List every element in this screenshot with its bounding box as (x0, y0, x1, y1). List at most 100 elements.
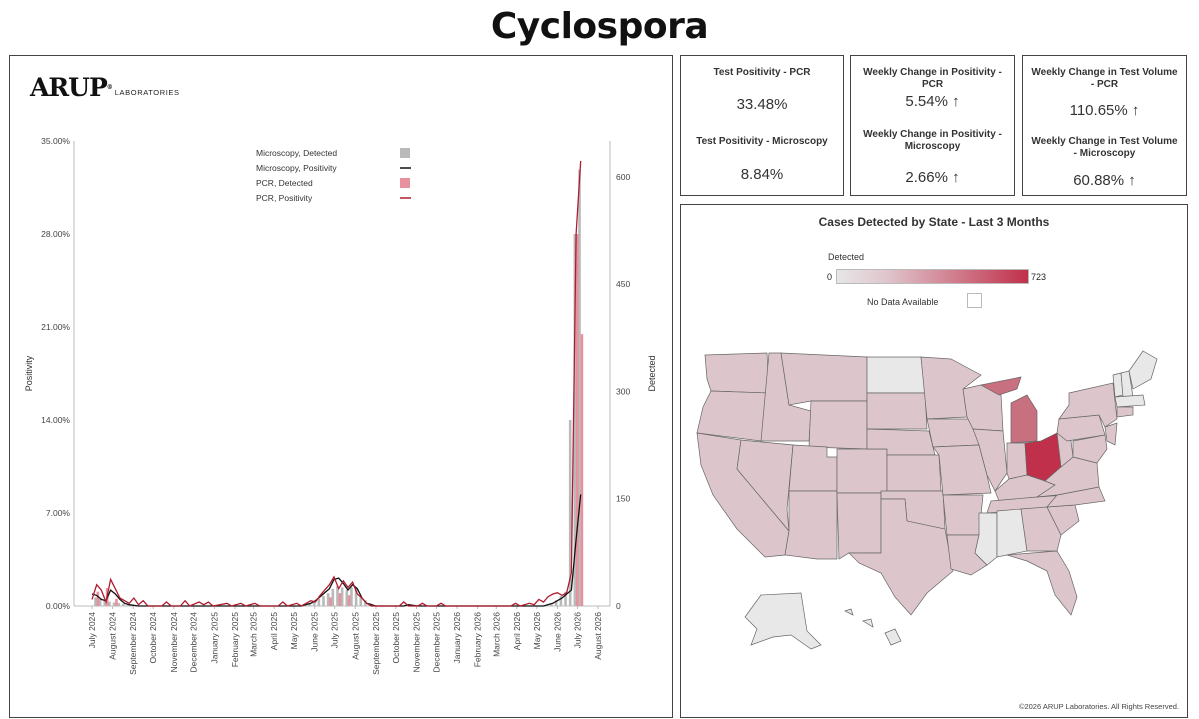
x-tick-label: January 2026 (452, 612, 462, 664)
bar-microscopy-detected (354, 588, 358, 606)
x-tick-label: August 2024 (108, 612, 118, 660)
kpi-box-positivity: Test Positivity - PCR 33.48% Test Positi… (680, 55, 844, 196)
legend-swatch-bar (400, 178, 410, 188)
positivity-detected-chart: 0.00% 7.00% 14.00% 21.00% 28.00% 35.00% 0 150 30… (24, 136, 657, 675)
logo-main: ARUP® (30, 73, 113, 102)
legend-label: Microscopy, Detected (256, 148, 337, 158)
state-wyoming (808, 400, 868, 450)
x-tick-label: June 2025 (310, 612, 320, 652)
x-tick-label: March 2025 (249, 612, 259, 657)
state-nevada (736, 439, 794, 533)
bar-microscopy-detected (359, 595, 363, 606)
legend-label: PCR, Detected (256, 178, 313, 188)
y-axis-title: Positivity (24, 355, 34, 391)
state-maine (1128, 350, 1158, 390)
logo-sub: LABORATORIES (114, 88, 180, 97)
x-tick-label: May 2025 (289, 612, 299, 650)
state-new-mexico (836, 492, 882, 560)
bar-microscopy-detected (94, 597, 97, 606)
bar-microscopy-detected (559, 595, 563, 606)
kpi-label-weekly-volume-microscopy: Weekly Change in Test Volume - Microscop… (1031, 136, 1178, 159)
kpi-value-weekly-volume-microscopy: 60.88% ↑ (1073, 172, 1136, 189)
state-massachusetts (1114, 394, 1146, 408)
state-maryland (1072, 434, 1108, 464)
kpi-label-positivity-pcr: Test Positivity - PCR (713, 67, 811, 78)
x-tick-label: July 2024 (87, 612, 97, 649)
bar-microscopy-detected (345, 590, 349, 606)
bar-microscopy-detected (554, 600, 558, 606)
bar-pcr-detected (115, 598, 118, 606)
x-tick-label: September 2024 (128, 612, 138, 675)
bar-microscopy-detected (573, 234, 577, 606)
bar-microscopy-detected (578, 169, 581, 606)
y-tick-label: 7.00% (46, 508, 71, 518)
y2-tick-label: 450 (616, 279, 630, 289)
x-tick-label: October 2024 (148, 612, 158, 664)
line-microscopy-positivity (91, 494, 582, 607)
state-michigan (979, 376, 1038, 444)
bar-microscopy-detected (326, 593, 330, 606)
bar-microscopy-detected (340, 587, 344, 606)
x-tick-label: January 2025 (209, 612, 219, 664)
bar-microscopy-detected (568, 420, 572, 606)
y-tick-label: 28.00% (41, 229, 70, 239)
x-tick-label: September 2025 (371, 612, 381, 675)
bar-microscopy-detected (364, 600, 367, 606)
page-title: Cyclospora (490, 6, 709, 47)
state-alaska (744, 592, 822, 650)
line-pcr-positivity (91, 160, 582, 607)
y-tick-label: 21.00% (41, 322, 70, 332)
bar-microscopy-detected (122, 603, 125, 606)
y-tick-label: 0.00% (46, 601, 71, 611)
map-panel: Cases Detected by State - Last 3 Months … (680, 204, 1188, 718)
bar-microscopy-detected (350, 587, 353, 606)
y-tick-label: 14.00% (41, 415, 70, 425)
x-tick-label: April 2025 (269, 612, 279, 651)
bar-microscopy-detected (117, 603, 121, 606)
y-tick-label: 35.00% (41, 136, 70, 146)
y2-tick-label: 600 (616, 172, 630, 182)
state-georgia (1020, 506, 1062, 552)
x-tick-label: November 2024 (169, 612, 179, 673)
map-nodata-label: No Data Available (867, 297, 939, 307)
bar-microscopy-detected (317, 598, 321, 606)
us-state-map (696, 350, 1158, 650)
kpi-label-weekly-volume-pcr: Weekly Change in Test Volume - PCR (1031, 67, 1178, 90)
state-arkansas (942, 494, 984, 536)
x-tick-label: May 2026 (532, 612, 542, 650)
state-new-jersey (1104, 422, 1118, 446)
state-hawaii (844, 608, 902, 646)
bar-pcr-detected (96, 591, 100, 606)
x-tick-label: March 2026 (491, 612, 501, 657)
copyright: ©2026 ARUP Laboratories. All Rights Rese… (1018, 702, 1179, 711)
map-legend-max: 723 (1031, 272, 1047, 282)
bar-pcr-detected (329, 597, 332, 606)
x-tick-label: October 2025 (391, 612, 401, 664)
bar-pcr-detected (347, 595, 351, 606)
legend-swatch-bar (400, 148, 410, 158)
bar-microscopy-detected (312, 601, 316, 606)
kpi-label-positivity-microscopy: Test Positivity - Microscopy (696, 136, 828, 147)
bar-microscopy-detected (126, 604, 130, 606)
y2-tick-label: 300 (616, 386, 630, 396)
arup-logo: ARUP® LABORATORIES (30, 73, 180, 102)
kpi-label-weekly-positivity-pcr: Weekly Change in Positivity - PCR (863, 67, 1002, 90)
bar-microscopy-detected (308, 603, 311, 606)
x-tick-label: December 2025 (431, 612, 441, 673)
x-tick-label: February 2026 (473, 612, 483, 668)
bar-microscopy-detected (112, 602, 116, 606)
x-tick-label: June 2026 (552, 612, 562, 652)
state-south-dakota (866, 392, 928, 430)
bar-microscopy-detected (564, 591, 567, 606)
legend-label: PCR, Positivity (256, 193, 313, 203)
state-indiana (1006, 442, 1028, 480)
x-tick-label: February 2025 (230, 612, 240, 668)
state-washington (704, 352, 770, 394)
state-florida (1006, 550, 1078, 616)
x-tick-label: April 2026 (512, 612, 522, 651)
kpi-value-positivity-pcr: 33.48% (736, 96, 788, 113)
state-oregon (696, 390, 770, 442)
x-tick-label: August 2025 (350, 612, 360, 660)
bar-pcr-detected (575, 234, 579, 606)
map-legend-title: Detected (828, 252, 865, 262)
